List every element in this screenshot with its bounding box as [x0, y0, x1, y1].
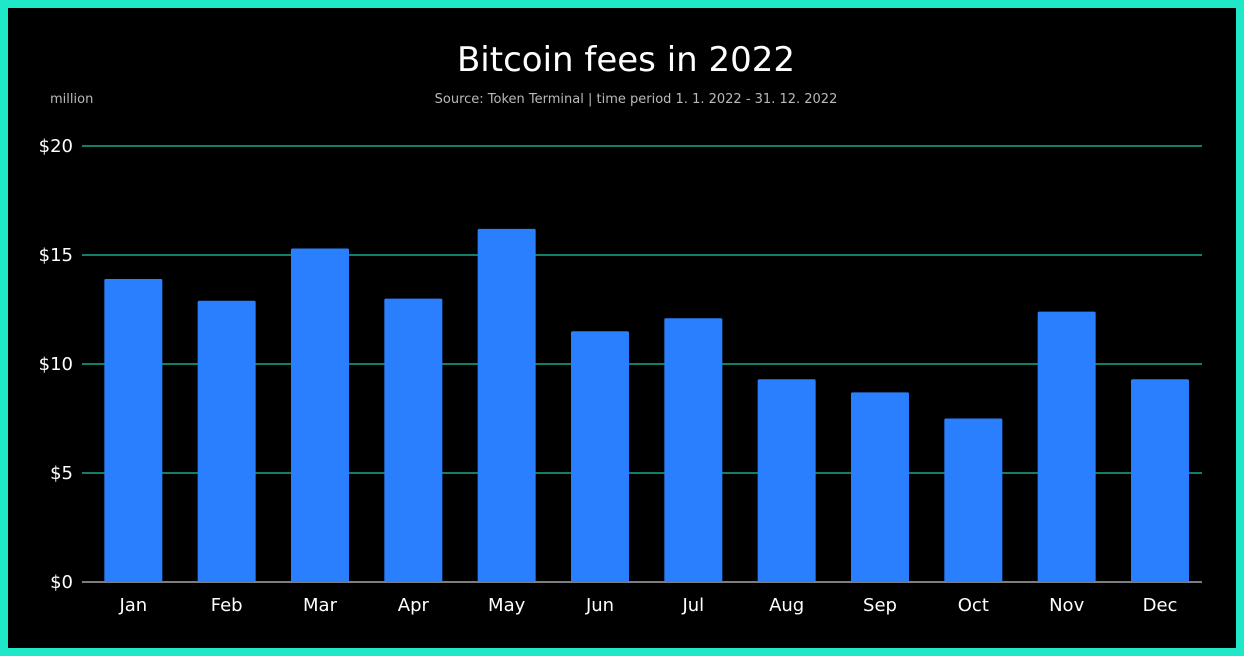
bar-feb — [197, 300, 256, 582]
bar-jun — [571, 331, 629, 582]
bar-jan — [104, 278, 163, 582]
x-tick-label: Nov — [1049, 595, 1084, 616]
x-tick-label: Dec — [1143, 595, 1178, 616]
y-tick-labels: $0 $5 $10 $15 $20 — [39, 136, 73, 593]
x-tick-labels: Jan Feb Mar Apr May Jun Jul Aug Sep Oct Nov Dec — [118, 595, 1177, 616]
x-tick-label: Oct — [958, 595, 989, 616]
y-tick-label: $0 — [50, 572, 73, 593]
chart-title: Bitcoin fees in 2022 — [456, 40, 796, 80]
grid-lines — [82, 145, 1202, 583]
y-tick-label: $5 — [50, 463, 73, 484]
x-tick-label: May — [488, 595, 526, 616]
x-tick-label: Feb — [211, 595, 243, 616]
bar-sep — [851, 392, 909, 582]
chart-subtitle: Source: Token Terminal | time period 1. … — [434, 92, 838, 107]
y-tick-label: $10 — [39, 354, 73, 375]
x-tick-label: Sep — [863, 595, 897, 616]
bar-nov — [1037, 311, 1096, 582]
x-tick-label: Jun — [585, 595, 614, 616]
y-unit-label: million — [50, 92, 94, 107]
x-tick-label: Aug — [769, 595, 804, 616]
bar-apr — [384, 298, 443, 582]
x-tick-label: Apr — [398, 595, 430, 616]
x-tick-label: Jul — [681, 595, 704, 616]
y-tick-label: $20 — [39, 136, 73, 157]
y-tick-label: $15 — [39, 245, 73, 266]
bars — [104, 228, 1189, 582]
bar-oct — [944, 418, 1003, 582]
bar-dec — [1131, 379, 1189, 582]
bar-may — [477, 228, 536, 582]
x-tick-label: Mar — [303, 595, 338, 616]
x-tick-label: Jan — [118, 595, 147, 616]
bar-jul — [664, 318, 723, 582]
bar-mar — [291, 248, 349, 582]
bar-aug — [757, 379, 816, 582]
